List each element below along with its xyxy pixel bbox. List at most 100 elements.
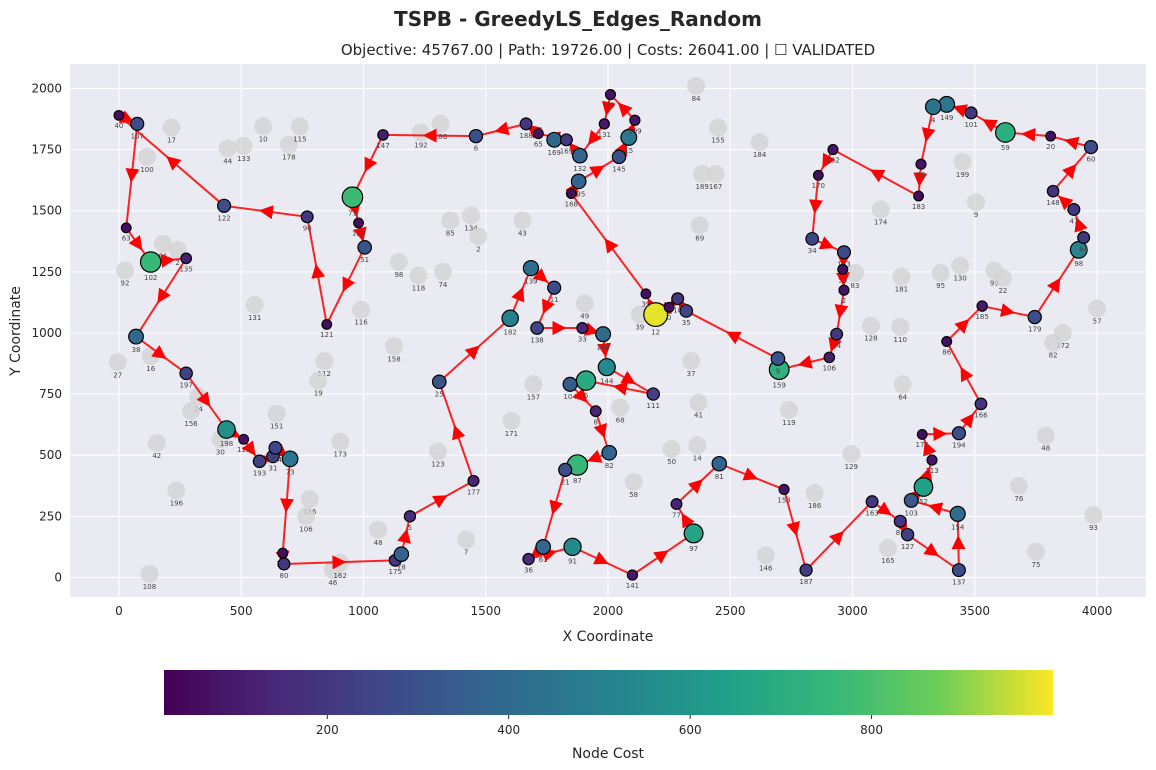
selected-node — [604, 89, 617, 101]
unselected-node — [147, 433, 166, 452]
unselected-node — [108, 353, 127, 372]
node-label: 15 — [624, 147, 633, 155]
route-arrow — [828, 336, 842, 353]
node-label: 64 — [898, 393, 907, 401]
selected-node — [711, 455, 728, 472]
selected-node — [893, 514, 907, 528]
unselected-node — [290, 117, 309, 136]
route-arrow — [397, 528, 411, 544]
node-label: 98 — [394, 271, 403, 279]
route-arrow — [593, 422, 607, 439]
selected-node — [799, 563, 813, 577]
node-label: 47 — [1069, 217, 1078, 225]
y-tick-label: 250 — [39, 509, 62, 523]
colorbar-tick-label: 400 — [497, 723, 520, 737]
selected-node — [812, 169, 824, 181]
node-label: 41 — [694, 412, 703, 420]
route-arrow — [589, 165, 605, 179]
route-arrow — [999, 303, 1016, 317]
unselected-node — [279, 135, 298, 154]
route-arrow — [617, 102, 633, 118]
node-label: 4 — [931, 117, 936, 125]
selected-node — [837, 263, 849, 275]
colorbar — [164, 670, 1053, 715]
route-arrow — [166, 156, 182, 171]
route-arrow — [549, 499, 563, 515]
node-label: 101 — [964, 121, 977, 129]
selected-node — [377, 129, 389, 141]
node-label: 170 — [812, 182, 825, 190]
node-label: 135 — [179, 266, 192, 274]
route-arrow — [364, 156, 378, 173]
node-label: 188 — [519, 132, 532, 140]
route-arrow — [923, 542, 939, 557]
route-arrow — [913, 172, 928, 187]
x-tick-label: 1000 — [348, 604, 379, 618]
node-label: 83 — [851, 282, 860, 290]
node-label: 155 — [711, 137, 724, 145]
node-label: 102 — [144, 274, 157, 282]
unselected-node — [389, 253, 408, 272]
route-arrow — [593, 551, 609, 565]
unselected-node — [524, 375, 543, 394]
node-label: 2 — [175, 259, 179, 267]
node-label: 175 — [389, 568, 402, 576]
unselected-node — [369, 520, 388, 539]
selected-node — [468, 128, 484, 144]
route-arrow — [511, 286, 525, 303]
selected-node — [964, 106, 978, 120]
selected-node — [216, 198, 232, 213]
unselected-node — [688, 436, 707, 455]
route-arrow — [1062, 163, 1077, 180]
node-label: 165 — [881, 557, 894, 565]
node-label: 141 — [626, 582, 639, 590]
node-label: 30 — [216, 448, 225, 456]
unselected-node — [234, 136, 253, 155]
colorbar-tick-label: 800 — [860, 723, 883, 737]
y-tick-label: 500 — [39, 448, 62, 462]
selected-node — [277, 557, 291, 571]
unselected-node — [879, 539, 898, 558]
unselected-node — [1084, 506, 1103, 525]
node-label: 95 — [936, 282, 945, 290]
selected-node — [670, 498, 683, 511]
selected-node — [576, 322, 589, 335]
node-label: 81 — [715, 473, 724, 481]
unselected-node — [182, 402, 201, 421]
selected-node — [589, 405, 602, 418]
node-label: 154 — [951, 523, 965, 531]
node-label: 11 — [550, 296, 559, 304]
node-label: 131 — [598, 131, 611, 139]
selected-node — [611, 149, 627, 165]
node-label: 133 — [237, 155, 250, 163]
unselected-node — [141, 347, 160, 366]
unselected-node — [967, 193, 986, 212]
selected-node — [646, 387, 660, 401]
selected-node — [595, 326, 612, 343]
node-label: 128 — [864, 335, 877, 343]
selected-node — [522, 552, 535, 566]
node-label: 129 — [845, 463, 858, 471]
unselected-node — [469, 227, 488, 246]
node-label: 85 — [446, 229, 455, 237]
node-label: 173 — [334, 451, 347, 459]
unselected-node — [931, 264, 950, 283]
route-arrow — [923, 440, 937, 457]
route-arrow — [118, 110, 135, 123]
unselected-node — [1036, 426, 1055, 445]
route-arrow — [952, 104, 969, 118]
node-label: 189 — [695, 183, 708, 191]
node-label: 6 — [474, 145, 479, 153]
selected-node — [597, 358, 616, 377]
node-label: 97 — [689, 545, 698, 553]
route-arrow — [869, 169, 886, 183]
selected-node — [671, 292, 685, 306]
unselected-node — [300, 490, 319, 509]
selected-node — [530, 321, 544, 335]
node-label: 113 — [925, 467, 938, 475]
node-label: 57 — [1093, 317, 1102, 325]
node-label: 60 — [1087, 156, 1096, 164]
route-arrow — [311, 263, 326, 279]
selected-node — [836, 245, 851, 260]
unselected-node — [953, 152, 972, 171]
